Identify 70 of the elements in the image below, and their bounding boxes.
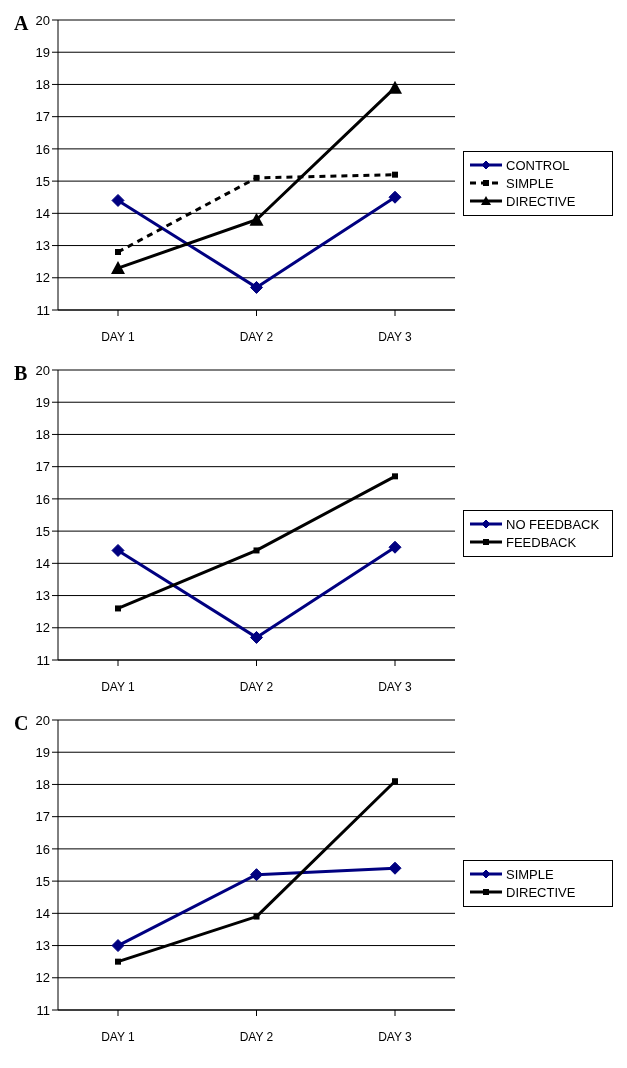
- y-tick-label: 20: [35, 712, 50, 728]
- y-tick-label: 18: [35, 427, 50, 443]
- y-tick-label: 20: [35, 12, 50, 28]
- x-tick-label: DAY 1: [101, 329, 136, 344]
- point: [111, 193, 125, 207]
- y-tick-label: 17: [35, 809, 50, 825]
- y-tick-label: 18: [35, 777, 50, 793]
- chart-title: B: [14, 362, 28, 385]
- point: [115, 958, 121, 965]
- x-tick-label: DAY 2: [239, 1029, 274, 1044]
- y-tick-label: 13: [35, 588, 50, 604]
- point: [250, 280, 263, 294]
- point: [250, 630, 263, 644]
- legend-label: DIRECTIVE: [506, 193, 576, 209]
- point: [388, 80, 402, 94]
- point: [392, 473, 398, 480]
- y-tick-label: 19: [35, 44, 50, 60]
- point: [388, 190, 402, 204]
- legend-label: CONTROL: [506, 157, 570, 173]
- y-tick-label: 16: [35, 491, 50, 507]
- x-tick-label: DAY 1: [101, 1029, 136, 1044]
- y-tick-label: 19: [35, 744, 50, 760]
- point: [111, 261, 125, 275]
- y-tick-label: 14: [35, 205, 50, 221]
- point: [253, 913, 260, 920]
- x-tick-label: DAY 3: [378, 329, 413, 344]
- x-tick-label: DAY 3: [378, 1029, 413, 1044]
- y-tick-label: 12: [35, 970, 50, 986]
- y-tick-label: 20: [35, 362, 50, 378]
- y-tick-label: 12: [35, 620, 50, 636]
- point: [111, 939, 125, 953]
- legend-label: SIMPLE: [506, 866, 554, 882]
- y-tick-label: 17: [35, 459, 50, 475]
- point: [392, 778, 398, 785]
- chart-title: C: [14, 712, 29, 735]
- legend-label: DIRECTIVE: [506, 884, 576, 900]
- y-tick-label: 15: [35, 173, 50, 189]
- x-tick-label: DAY 2: [239, 329, 274, 344]
- y-tick-label: 12: [35, 270, 50, 286]
- y-tick-label: 11: [36, 302, 50, 318]
- y-tick-label: 16: [35, 141, 50, 157]
- point: [115, 249, 121, 255]
- x-tick-label: DAY 1: [101, 679, 136, 694]
- y-tick-label: 16: [35, 841, 50, 857]
- y-tick-label: 14: [35, 555, 50, 571]
- chart-title: A: [14, 12, 29, 35]
- y-tick-label: 15: [35, 873, 50, 889]
- point: [115, 605, 121, 612]
- point: [249, 212, 264, 226]
- legend-label: NO FEEDBACK: [506, 516, 600, 532]
- point: [253, 174, 260, 181]
- y-tick-label: 11: [36, 1002, 50, 1018]
- point: [250, 868, 263, 882]
- y-tick-label: 18: [35, 77, 50, 93]
- legend-label: FEEDBACK: [506, 534, 577, 550]
- point: [111, 543, 125, 557]
- y-tick-label: 11: [36, 652, 50, 668]
- point: [253, 547, 260, 554]
- y-tick-label: 14: [35, 905, 50, 921]
- x-tick-label: DAY 2: [239, 679, 274, 694]
- x-tick-label: DAY 3: [378, 679, 413, 694]
- point: [388, 540, 402, 554]
- y-tick-label: 17: [35, 109, 50, 125]
- y-tick-label: 19: [35, 394, 50, 410]
- point: [388, 861, 402, 875]
- y-tick-label: 13: [35, 238, 50, 254]
- y-tick-label: 13: [35, 938, 50, 954]
- legend-label: SIMPLE: [506, 175, 554, 191]
- point: [392, 171, 398, 178]
- y-tick-label: 15: [35, 523, 50, 539]
